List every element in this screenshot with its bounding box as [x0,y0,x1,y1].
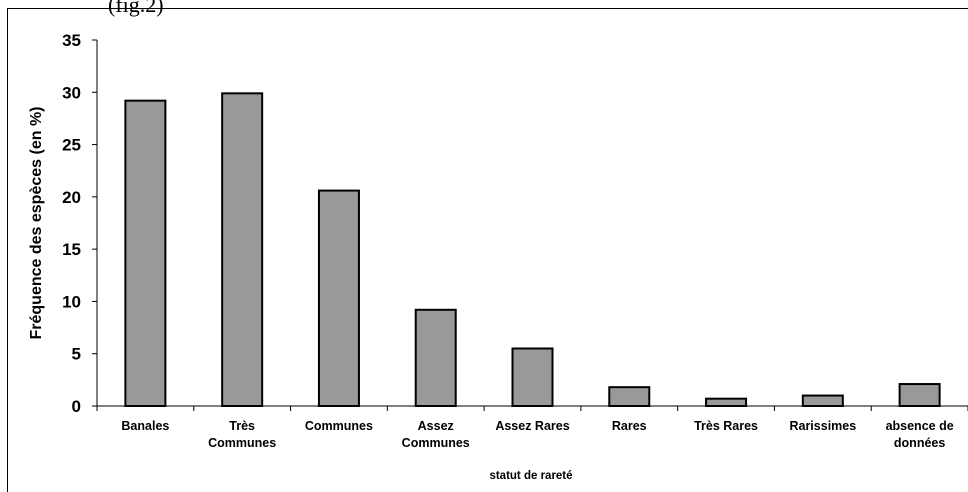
bar [317,189,360,407]
bars [124,92,941,408]
bar [608,386,651,408]
x-axis-title: statut de rareté [489,470,572,482]
x-category-label: Communes [305,419,373,433]
x-category-label: Assez [418,419,454,433]
bar [511,347,554,408]
chart-frame [7,8,968,492]
bar [221,92,264,408]
y-axis-title: Fréquence des espèces (en %) [28,107,45,340]
x-category-label: Assez Rares [495,419,569,433]
y-axis: 0 5 10 15 20 25 30 35 [62,31,98,416]
bar [705,397,748,407]
bar [124,99,167,407]
category-labels: Banales Très Communes Communes Assez Communes… [121,419,953,450]
x-category-label: Communes [402,436,470,450]
y-tick-label: 30 [62,83,81,102]
x-category-label: Très Rares [694,419,758,433]
x-category-label: données [894,436,945,450]
y-tick-label: 10 [62,292,81,311]
x-category-label: Très [229,419,255,433]
x-category-label: absence de [886,419,954,433]
y-tick-label: 25 [62,136,81,155]
x-category-label: Rarissimes [789,419,856,433]
bar [898,383,941,408]
bar [414,308,457,407]
x-category-label: Communes [208,436,276,450]
y-tick-label: 0 [72,397,81,416]
y-tick-label: 35 [62,31,81,50]
y-tick-label: 5 [72,345,81,364]
x-category-label: Banales [121,419,169,433]
x-category-label: Rares [612,419,647,433]
y-tick-label: 15 [62,240,81,259]
y-tick-label: 20 [62,188,81,207]
bar [801,394,844,407]
